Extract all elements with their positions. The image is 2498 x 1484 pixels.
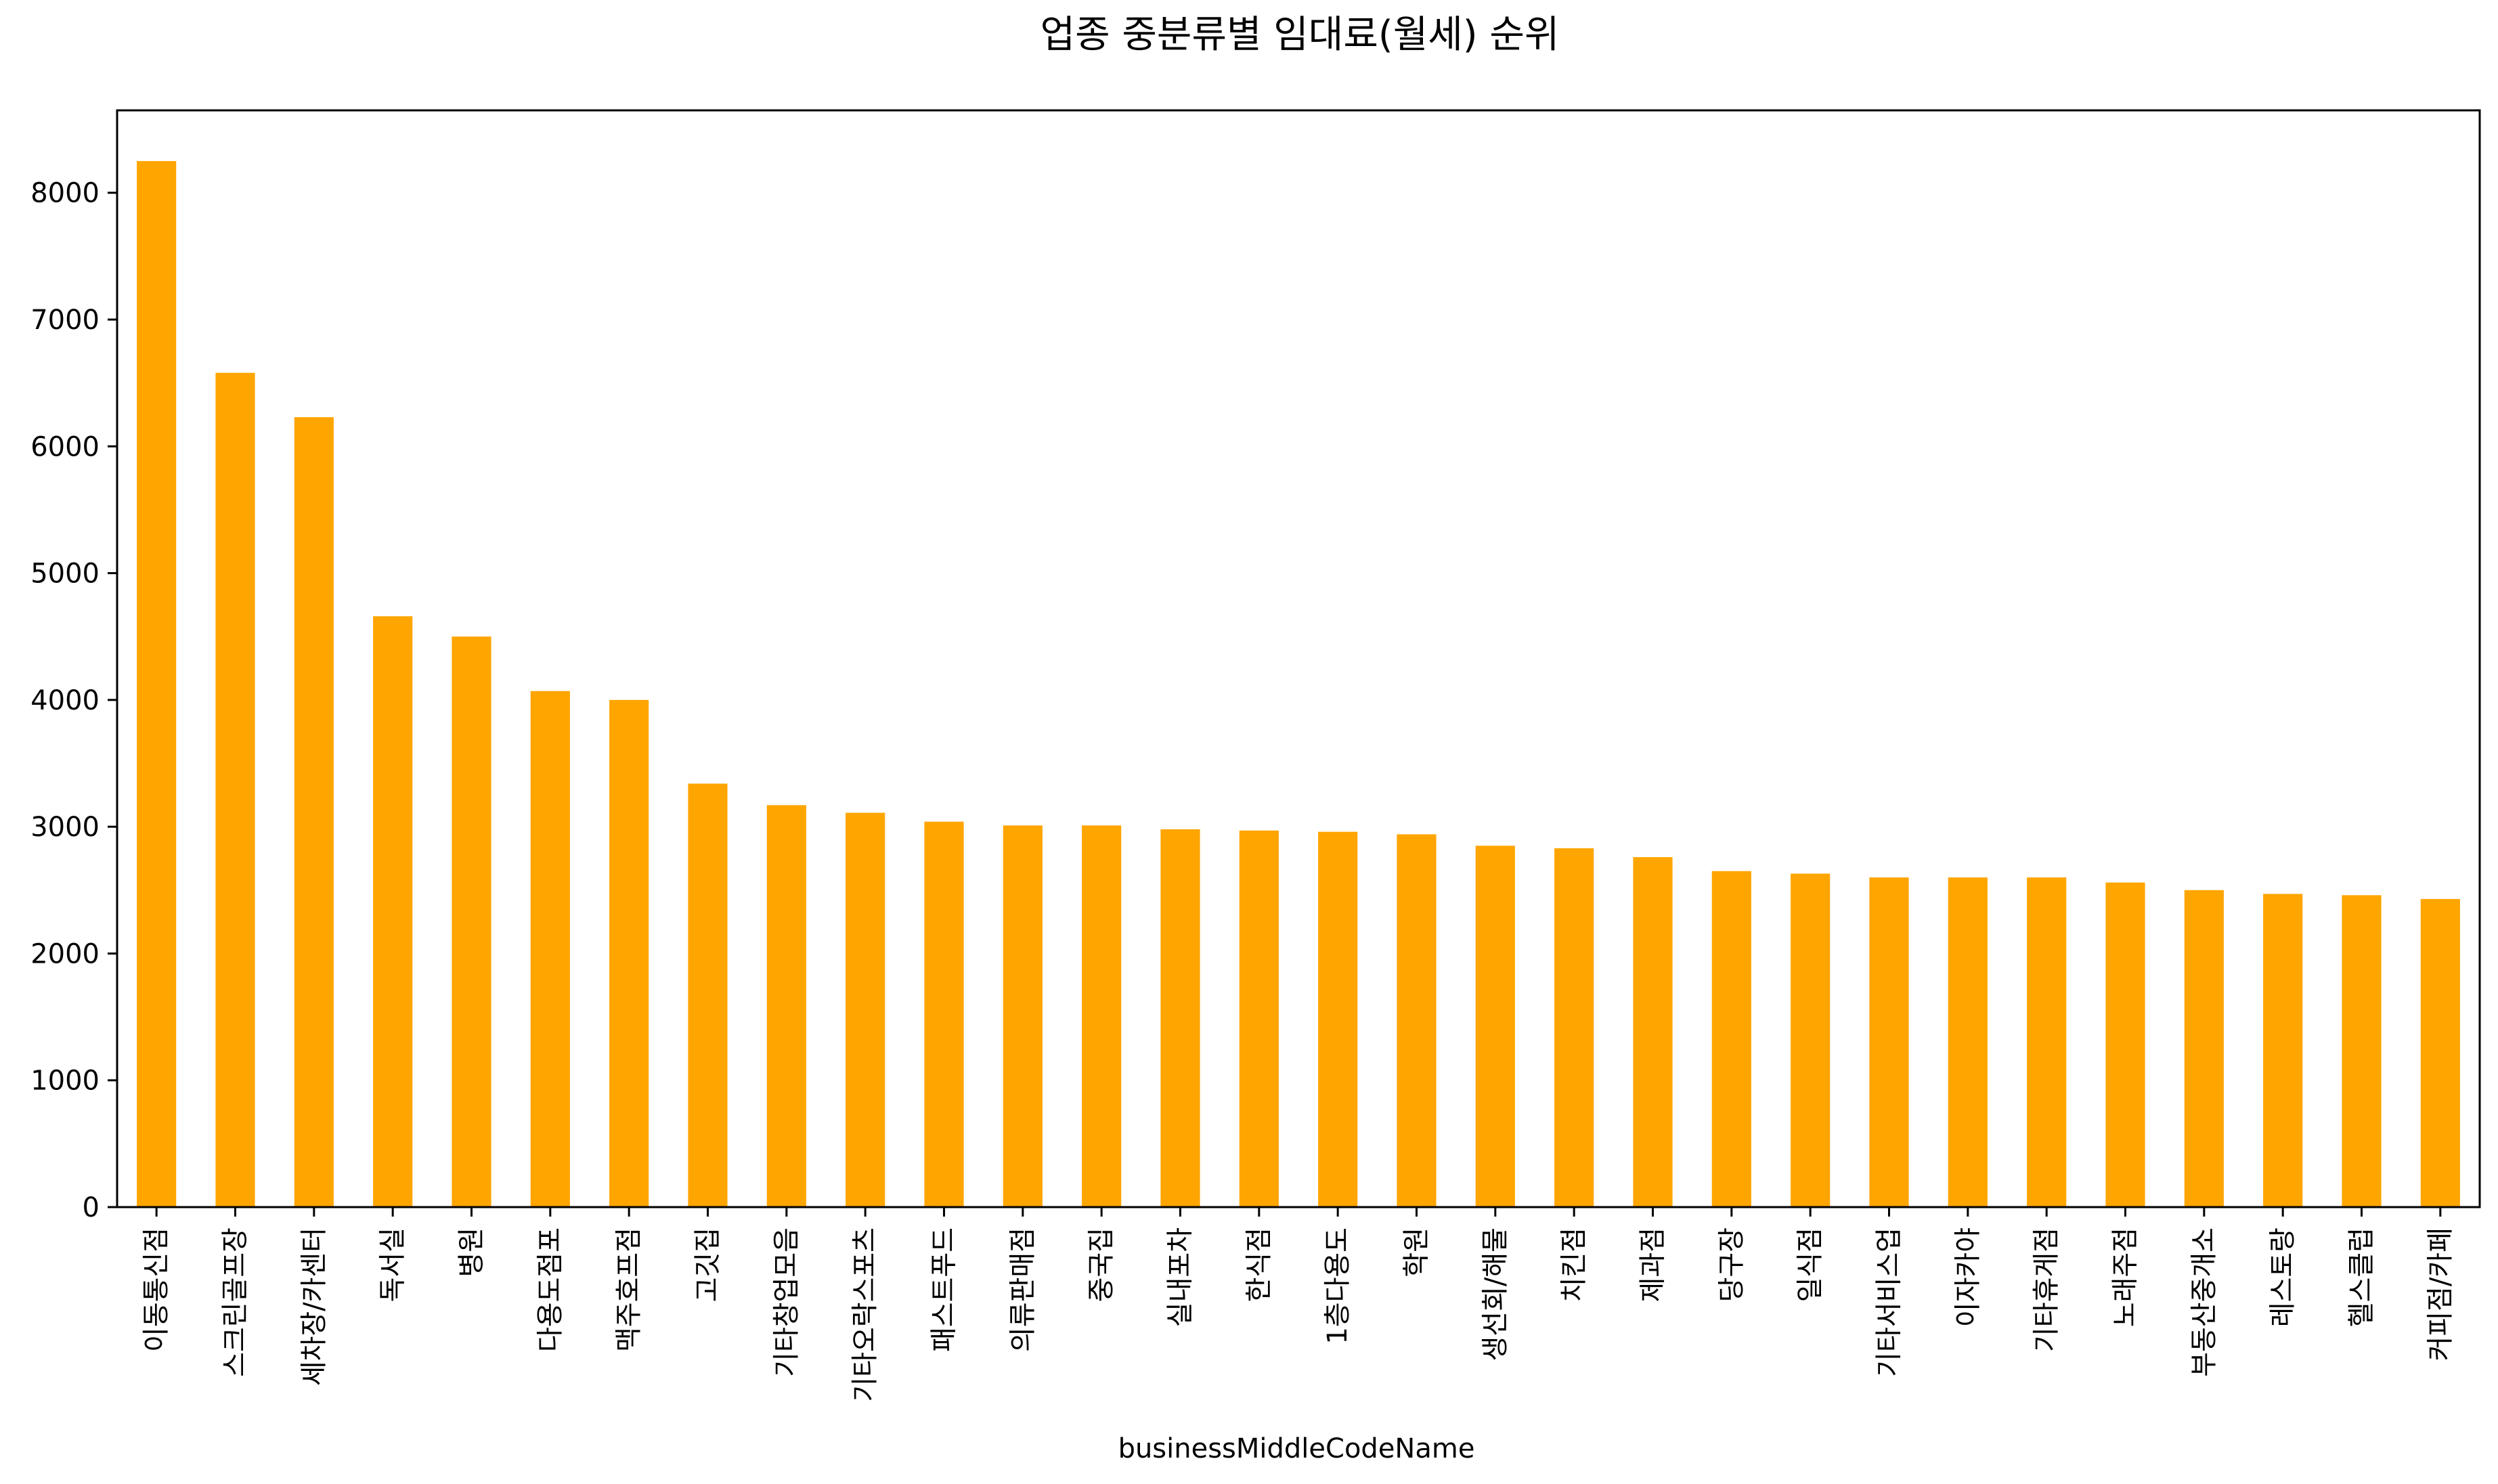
y-tick-label: 8000 (30, 178, 100, 209)
y-tick-label: 0 (83, 1192, 100, 1223)
bar-18 (1475, 846, 1515, 1207)
bar-17 (1397, 834, 1437, 1207)
bar-5 (452, 636, 491, 1207)
chart-title: 업종 중분류별 임대료(월세) 순위 (1040, 13, 1560, 57)
x-tick-label: 이자카야 (1952, 1227, 1984, 1327)
bar-4 (373, 616, 413, 1207)
bar-12 (1003, 825, 1043, 1207)
bar-29 (2342, 895, 2382, 1207)
bar-1 (137, 160, 177, 1207)
x-tick-label: 한식점 (1244, 1227, 1275, 1302)
x-tick-label: 기타창업모음 (771, 1227, 802, 1377)
bar-11 (924, 821, 964, 1207)
x-tick-label: 학원 (1401, 1227, 1432, 1278)
bar-2 (215, 372, 255, 1208)
bar-19 (1554, 848, 1594, 1207)
x-tick-label: 치킨점 (1558, 1227, 1590, 1302)
bar-7 (609, 699, 649, 1207)
bar-22 (1791, 873, 1831, 1207)
x-tick-label: 스크린골프장 (220, 1227, 251, 1377)
x-tick-label: 의류판매점 (1007, 1227, 1038, 1352)
bar-15 (1239, 830, 1279, 1207)
bar-24 (1948, 877, 1988, 1207)
x-tick-label: 맥주호프점 (613, 1227, 644, 1352)
plot-area-frame (116, 109, 2481, 1208)
x-tick-label: 일식점 (1795, 1227, 1826, 1302)
x-tick-label: 기타서비스업 (1874, 1227, 1905, 1377)
bar-26 (2105, 882, 2145, 1207)
bar-25 (2027, 877, 2067, 1207)
x-tick-label: 생선회/해물 (1480, 1227, 1511, 1361)
x-tick-label: 고깃집 (693, 1227, 724, 1302)
bar-30 (2420, 898, 2460, 1207)
bar-27 (2184, 890, 2224, 1207)
bar-6 (530, 691, 570, 1207)
bar-3 (294, 417, 334, 1207)
x-tick-label: 독서실 (377, 1227, 408, 1302)
x-tick-label: 당구장 (1716, 1227, 1747, 1302)
x-tick-label: 이동통신점 (141, 1227, 172, 1352)
x-tick-label: 커피점/카페 (2425, 1227, 2456, 1361)
bar-13 (1082, 825, 1122, 1207)
y-tick-label: 6000 (30, 431, 100, 462)
y-tick-label: 7000 (30, 305, 100, 336)
x-tick-label: 노래주점 (2110, 1227, 2141, 1327)
bar-8 (688, 783, 728, 1207)
x-tick-label: 다용도점포 (535, 1227, 566, 1352)
x-tick-label: 1층다용도 (1322, 1227, 1353, 1345)
y-tick-label: 4000 (30, 685, 100, 716)
bar-14 (1160, 829, 1200, 1207)
x-tick-label: 기타오락스포츠 (850, 1227, 881, 1402)
bar-21 (1711, 871, 1751, 1207)
x-tick-label: 레스토랑 (2267, 1227, 2298, 1327)
bar-10 (846, 812, 885, 1207)
x-tick-label: 부동산중개소 (2189, 1227, 2220, 1377)
y-tick-label: 2000 (30, 938, 100, 969)
bar-20 (1633, 857, 1673, 1207)
x-tick-label: 제과점 (1638, 1227, 1669, 1302)
x-tick-label: 세차장/카센터 (299, 1227, 330, 1386)
bar-28 (2263, 894, 2303, 1207)
bar-16 (1318, 831, 1358, 1207)
x-tick-label: 패스트푸드 (929, 1227, 960, 1352)
bars-group (137, 160, 2460, 1208)
bar-23 (1869, 877, 1909, 1207)
x-axis: 이동통신점 스크린골프장 세차장/카센터 독서실 병원 다용도점포 맥주호프점 고깃집 기타창업… (141, 1207, 2456, 1402)
x-tick-label: 중국집 (1086, 1227, 1117, 1302)
x-axis-label: businessMiddleCodeName (1118, 1433, 1475, 1464)
y-tick-label: 1000 (30, 1066, 100, 1097)
x-tick-label: 실내포차 (1165, 1227, 1196, 1327)
y-tick-label: 3000 (30, 812, 100, 843)
y-tick-label: 5000 (30, 559, 100, 590)
bar-9 (766, 805, 806, 1207)
x-tick-label: 헬스클럽 (2346, 1227, 2378, 1327)
x-tick-label: 기타휴게점 (2031, 1227, 2062, 1352)
y-axis: 0 1000 2000 3000 4000 5000 6000 7000 8000 (30, 178, 117, 1223)
x-tick-label: 병원 (456, 1227, 487, 1278)
